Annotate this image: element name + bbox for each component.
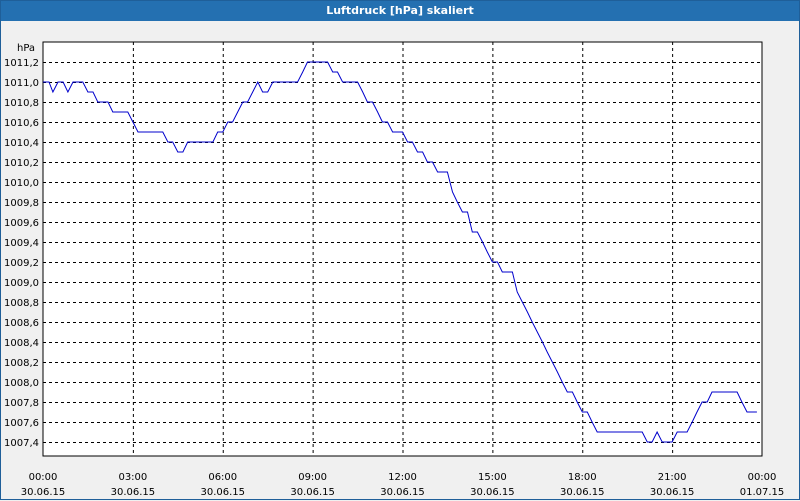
- series-line: [43, 61, 757, 443]
- x-tick-date-label: 30.06.15: [470, 487, 515, 498]
- y-tick-label: 1010,6: [4, 118, 39, 129]
- grid-lines: [43, 42, 762, 456]
- y-tick-label: 1009,0: [4, 278, 39, 289]
- y-tick-label: 1011,2: [4, 58, 39, 69]
- x-tick-date-label: 30.06.15: [650, 487, 695, 498]
- y-tick-label: 1008,0: [4, 378, 39, 389]
- y-tick-label: 1009,8: [4, 198, 39, 209]
- x-tick-date-label: 30.06.15: [200, 487, 245, 498]
- x-tick-date-label: 30.06.15: [560, 487, 605, 498]
- y-tick-label: 1010,8: [4, 98, 39, 109]
- y-axis-label: hPa: [17, 43, 35, 54]
- y-tick-label: 1009,6: [4, 218, 39, 229]
- y-tick-label: 1008,2: [4, 358, 39, 369]
- y-tick-label: 1009,2: [4, 258, 39, 269]
- y-tick-label: 1008,8: [4, 298, 39, 309]
- x-tick-time-label: 15:00: [478, 472, 507, 483]
- x-tick-time-label: 00:00: [748, 472, 777, 483]
- y-tick-label: 1009,4: [4, 238, 39, 249]
- x-tick-time-label: 09:00: [298, 472, 327, 483]
- y-tick-label: 1007,4: [4, 438, 39, 449]
- y-tick-label: 1007,8: [4, 398, 39, 409]
- x-tick-time-label: 12:00: [388, 472, 417, 483]
- x-tick-time-label: 03:00: [118, 472, 147, 483]
- x-tick-time-label: 00:00: [29, 472, 58, 483]
- y-tick-label: 1011,0: [4, 78, 39, 89]
- x-tick-time-label: 21:00: [658, 472, 687, 483]
- y-tick-label: 1010,4: [4, 138, 39, 149]
- x-tick-time-label: 06:00: [208, 472, 237, 483]
- y-tick-label: 1007,6: [4, 418, 39, 429]
- x-tick-date-label: 30.06.15: [290, 487, 335, 498]
- x-tick-date-label: 30.06.15: [21, 487, 66, 498]
- x-tick-date-label: 30.06.15: [380, 487, 425, 498]
- x-axis-ticks: 00:00 30.06.15 03:00 30.06.15 06:00 30.06.15 0…: [21, 472, 785, 498]
- x-tick-date-label: 30.06.15: [111, 487, 156, 498]
- x-tick-time-label: 18:00: [568, 472, 597, 483]
- x-tick-date-label: 01.07.15: [740, 487, 785, 498]
- y-tick-label: 1008,6: [4, 318, 39, 329]
- y-axis-ticks: 1011,2 1011,0 1010,8 1010,6 1010,4 1010,2 1010…: [4, 58, 39, 449]
- y-tick-label: 1010,0: [4, 178, 39, 189]
- y-tick-label: 1010,2: [4, 158, 39, 169]
- window-title: Luftdruck [hPa] skaliert: [1, 1, 799, 21]
- y-tick-label: 1008,4: [4, 338, 39, 349]
